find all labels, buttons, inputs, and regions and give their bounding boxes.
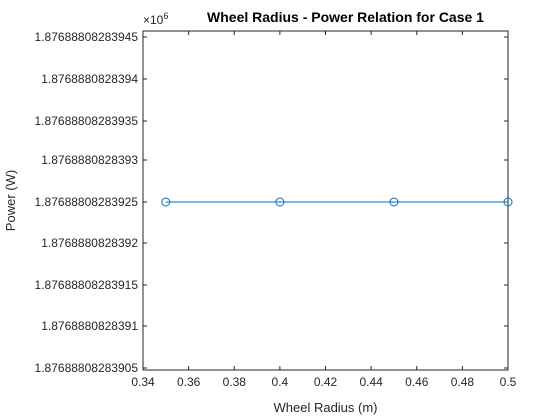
x-tick-label: 0.44 xyxy=(359,375,383,389)
x-tick-label: 0.5 xyxy=(500,375,517,389)
y-tick-label: 1.8768880828392 xyxy=(41,236,138,250)
x-axis-label: Wheel Radius (m) xyxy=(273,400,377,415)
axes-box xyxy=(142,30,509,371)
x-tick-label: 0.4 xyxy=(272,375,289,389)
chart-title: Wheel Radius - Power Relation for Case 1 xyxy=(207,9,484,25)
data-point-marker xyxy=(389,197,399,207)
x-tick-label: 0.42 xyxy=(314,375,338,389)
data-point-marker xyxy=(161,197,171,207)
plot-area: 0.34 0.36 0.38 0.4 0.42 0.44 0.46 0.48 0.5 1.876… xyxy=(35,30,517,389)
y-tick-label: 1.8768880828391 xyxy=(41,319,138,333)
data-point-marker xyxy=(503,197,513,207)
y-axis-label: Power (W) xyxy=(3,170,18,231)
x-tick-label: 0.36 xyxy=(177,375,201,389)
x-tick-label: 0.48 xyxy=(451,375,475,389)
y-tick-label: 1.87688808283935 xyxy=(35,114,139,128)
y-tick-label: 1.87688808283945 xyxy=(35,30,139,44)
y-tick-label: 1.8768880828393 xyxy=(41,153,138,167)
y-multiplier-exponent: 6 xyxy=(163,11,168,21)
series-layer xyxy=(161,197,513,207)
y-tick-label: 1.87688808283905 xyxy=(35,361,139,375)
data-point-marker xyxy=(275,197,285,207)
y-multiplier: ×106 xyxy=(143,11,168,27)
y-multiplier-base: ×10 xyxy=(143,13,164,27)
x-tick-label: 0.34 xyxy=(131,375,155,389)
y-tick-label: 1.87688808283915 xyxy=(35,278,139,292)
y-tick-label: 1.8768880828394 xyxy=(41,72,138,86)
y-tick-label: 1.87688808283925 xyxy=(35,195,139,209)
y-ticks: 1.87688808283945 1.8768880828394 1.8768880… xyxy=(35,30,508,375)
x-tick-label: 0.46 xyxy=(405,375,429,389)
x-tick-label: 0.38 xyxy=(223,375,247,389)
x-ticks: 0.34 0.36 0.38 0.4 0.42 0.44 0.46 0.48 0.5 xyxy=(131,31,517,389)
